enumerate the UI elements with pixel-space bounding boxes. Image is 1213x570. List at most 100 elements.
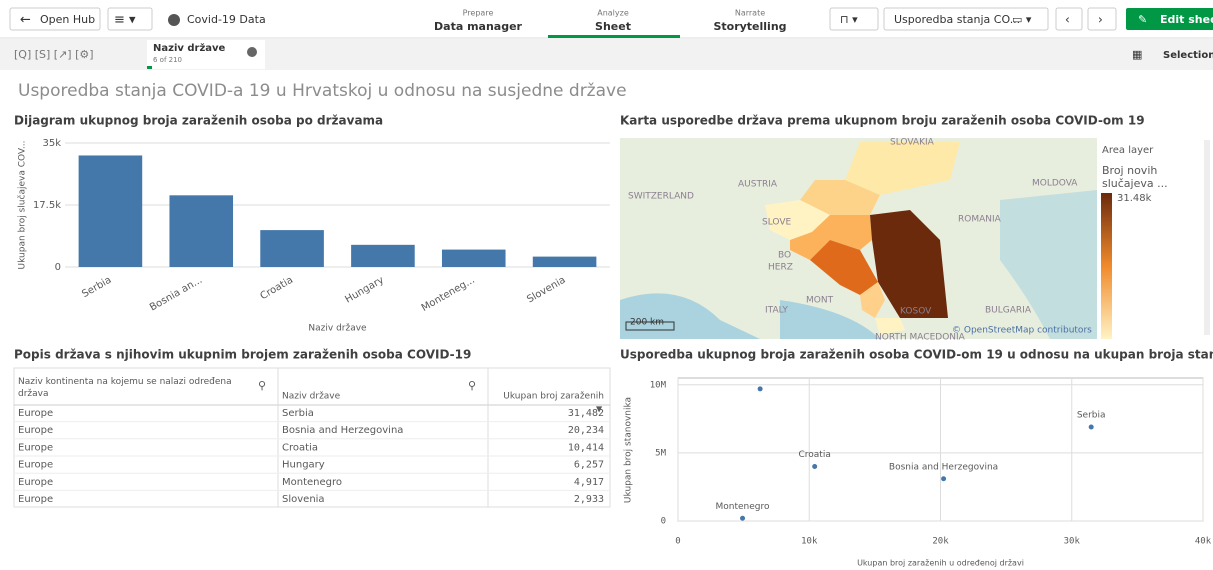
map-label: MONT	[806, 296, 834, 306]
map-label: NORTH MACEDONIA	[875, 333, 966, 343]
point	[757, 386, 763, 392]
next-icon: ›	[1098, 13, 1103, 27]
legend-title: Broj novih slučajeva ...	[1102, 164, 1168, 190]
bar	[441, 249, 506, 267]
point-label: Serbia	[1077, 411, 1106, 421]
map-label: MOLDOVA	[1032, 179, 1078, 189]
x-tick-label: Serbia	[80, 275, 113, 300]
legend-max: 31.48k	[1117, 193, 1152, 204]
column-header: Naziv države	[282, 392, 341, 402]
y-tick-label: 5M	[655, 448, 666, 458]
cell: Slovenia	[282, 494, 325, 505]
bar	[78, 155, 143, 267]
point	[812, 464, 818, 470]
x-tick-label: Slovenia	[525, 275, 567, 306]
point-label: Montenegro	[716, 502, 770, 512]
bar	[260, 230, 324, 267]
cell: 20,234	[568, 425, 604, 436]
open-hub: Open Hub	[40, 13, 95, 26]
cell: 6,257	[574, 460, 604, 471]
y-tick-label: 0	[55, 262, 61, 273]
bar	[169, 195, 234, 267]
selection-tools[interactable]: [Q] [S] [↗] [⚙]	[14, 48, 94, 61]
selection-indicator	[147, 66, 152, 69]
selections-icon: ▦	[1132, 48, 1142, 61]
bookmark-icon: ⊓ ▾	[840, 13, 858, 26]
cell: Croatia	[282, 442, 318, 453]
search-icon[interactable]: ⚲	[258, 379, 266, 392]
bookmark-button[interactable]	[829, 7, 879, 31]
y-tick-label: 35k	[42, 138, 61, 149]
map-scale: 200 km	[630, 318, 664, 328]
arrow: ←	[20, 13, 31, 28]
map-label: AUSTRIA	[738, 180, 778, 190]
selection-chip[interactable]	[147, 40, 265, 69]
y-axis-label: Ukupan broj stanovnika	[624, 397, 634, 503]
table-title: Popis država s njihovim ukupnim brojem z…	[14, 348, 471, 362]
x-axis-label: Ukupan broj zaraženih u određenoj državi	[857, 559, 1024, 568]
selection-field: Naziv države	[153, 42, 226, 54]
map-title: Karta usporedbe država prema ukupnom bro…	[620, 114, 1145, 128]
scatter-title: Usporedba ukupnog broja zaraženih osoba …	[620, 348, 1213, 362]
cell: Europe	[18, 494, 53, 505]
cell: 31,482	[568, 408, 604, 419]
nav-main: Storytelling	[713, 20, 786, 33]
x-tick-label: Hungary	[343, 275, 386, 306]
cell: 4,917	[574, 477, 604, 488]
cell: Europe	[18, 442, 53, 453]
menu-button[interactable]	[107, 7, 153, 31]
y-tick-label: 10M	[650, 380, 667, 390]
legend-gradient	[1101, 193, 1112, 339]
sheet-dropdown[interactable]	[883, 7, 1049, 31]
app-name: Covid-19 Data	[187, 13, 266, 26]
prev-sheet[interactable]	[1055, 7, 1083, 31]
sheet-title: Usporedba stanja COVID-a 19 u Hrvatskoj …	[18, 81, 627, 101]
cell: Montenegro	[282, 477, 342, 488]
cell: Europe	[18, 408, 53, 419]
nav-underline	[548, 35, 680, 38]
cell: Bosnia and Herzegovina	[282, 425, 403, 436]
open-hub-button[interactable]	[9, 7, 101, 31]
next-sheet[interactable]	[1087, 7, 1117, 31]
x-tick-label: Monteneg...	[420, 275, 477, 314]
bar	[532, 256, 597, 267]
cell: Europe	[18, 477, 53, 488]
point-label: Bosnia and Herzegovina	[889, 462, 998, 472]
cell: Serbia	[282, 408, 314, 419]
clear-selection[interactable]	[247, 47, 257, 57]
map-label: SWITZERLAND	[628, 192, 694, 202]
map[interactable]	[620, 138, 1097, 339]
cell: 2,933	[574, 494, 604, 505]
x-tick-label: Bosnia an...	[148, 275, 204, 314]
column-header: Naziv kontinenta na kojemu se nalazi odr…	[18, 377, 232, 399]
nav-main: Data manager	[434, 20, 523, 33]
nav-sub: Prepare	[463, 9, 494, 18]
bar-title: Dijagram ukupnog broja zaraženih osoba p…	[14, 114, 383, 128]
selections[interactable]: Selections	[1163, 50, 1213, 61]
app-icon	[168, 14, 180, 26]
sheet-name: Usporedba stanja CO...	[894, 13, 1020, 26]
cell: Hungary	[282, 460, 325, 471]
map-label: SLOVE	[762, 218, 791, 228]
sort-icon[interactable]: ▼	[596, 405, 603, 414]
x-axis-label: Naziv države	[308, 324, 367, 334]
edit-sheet: Edit sheet	[1160, 13, 1213, 26]
x-tick-label: 20k	[932, 537, 949, 547]
menu-icon: ≡ ▾	[114, 13, 136, 28]
nav-sub: Analyze	[597, 9, 629, 18]
legend-scrollbar[interactable]	[1204, 140, 1210, 335]
map-attribution: © OpenStreetMap contributors	[952, 326, 1092, 336]
column-header: Ukupan broj zaraženih	[503, 392, 604, 402]
edit-sheet-button[interactable]	[1126, 8, 1213, 30]
dropdown-icon: ▭ ▾	[1012, 13, 1032, 26]
search-icon[interactable]: ⚲	[468, 379, 476, 392]
bar	[351, 244, 415, 267]
map-label: BO	[778, 251, 791, 261]
point-label: Croatia	[799, 450, 831, 460]
selection-count: 6 of 210	[153, 56, 182, 64]
x-tick-label: 30k	[1064, 537, 1081, 547]
map-label: ITALY	[765, 306, 788, 316]
nav-sub: Narrate	[735, 9, 765, 18]
